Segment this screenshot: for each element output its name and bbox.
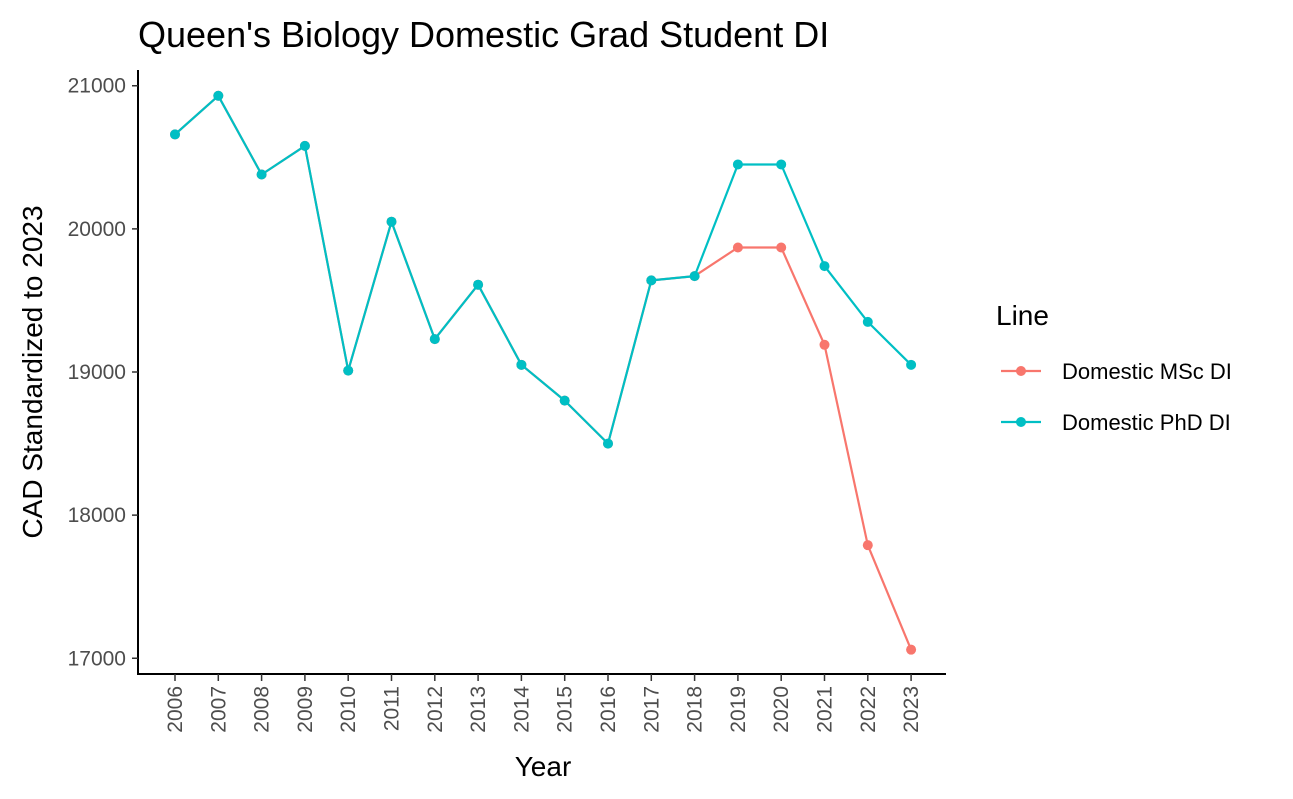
x-tick-label: 2022 (857, 686, 880, 733)
y-axis-title: CAD Standardized to 2023 (17, 205, 48, 538)
x-tick-label: 2006 (164, 686, 187, 733)
data-point-domestic-phd-di (256, 169, 267, 180)
data-point-domestic-phd-di (429, 334, 440, 345)
x-tick-label: 2017 (640, 686, 663, 733)
data-point-domestic-msc-di (776, 242, 787, 253)
y-tick-label: 20000 (68, 218, 126, 241)
x-tick-label: 2014 (510, 686, 533, 733)
legend-key-point-domestic-msc-di (1016, 366, 1026, 376)
series-line-domestic-msc-di (174, 94, 913, 651)
data-point-domestic-phd-di (516, 359, 527, 370)
legend-key-point-domestic-phd-di (1016, 417, 1026, 427)
y-axis: 17000 18000 19000 20000 21000 (68, 70, 139, 675)
data-point-domestic-phd-di (819, 261, 830, 272)
data-point-domestic-phd-di (776, 159, 787, 170)
data-point-domestic-phd-di (386, 216, 397, 227)
series-line-domestic-phd-di (174, 94, 912, 445)
data-point-domestic-phd-di (170, 129, 180, 140)
x-tick-label: 2020 (770, 686, 793, 733)
y-tick-label: 17000 (68, 647, 126, 670)
x-tick-label: 2013 (467, 686, 490, 733)
x-tick-label: 2016 (597, 686, 620, 733)
x-tick-label: 2021 (814, 686, 837, 733)
data-point-domestic-phd-di (862, 316, 873, 327)
x-tick-label: 2008 (251, 686, 274, 733)
data-point-domestic-phd-di (473, 279, 484, 290)
legend-title: Line (996, 300, 1049, 331)
data-point-domestic-phd-di (343, 365, 354, 376)
x-axis: 2006 2007 2008 2009 2010 2011 2012 2013 2014 2015… (137, 673, 946, 733)
x-tick-label: 2007 (207, 686, 230, 733)
data-point-domestic-msc-di (862, 540, 873, 551)
x-tick-label: 2011 (381, 686, 404, 731)
x-tick-label: 2009 (294, 686, 317, 733)
data-point-domestic-phd-di (906, 359, 917, 370)
x-tick-label: 2023 (900, 686, 923, 733)
x-tick-label: 2018 (684, 686, 707, 733)
y-tick-label: 21000 (68, 75, 126, 98)
plot-series (170, 90, 917, 655)
y-tick-label: 18000 (68, 504, 126, 527)
chart-title: Queen's Biology Domestic Grad Student DI (138, 14, 829, 55)
x-axis-title: Year (515, 751, 572, 782)
legend-label-domestic-phd-di: Domestic PhD DI (1062, 410, 1231, 435)
data-point-domestic-phd-di (213, 90, 224, 101)
data-point-domestic-phd-di (559, 395, 570, 406)
data-point-domestic-phd-di (689, 271, 700, 282)
data-point-domestic-phd-di (299, 140, 310, 151)
legend: Line Domestic MSc DI Domestic PhD DI (996, 300, 1232, 435)
data-point-domestic-phd-di (603, 438, 613, 449)
data-point-domestic-msc-di (732, 242, 743, 253)
x-tick-label: 2015 (554, 686, 577, 733)
legend-label-domestic-msc-di: Domestic MSc DI (1062, 359, 1232, 384)
y-tick-label: 19000 (68, 361, 126, 384)
data-point-domestic-msc-di (819, 339, 830, 350)
x-tick-label: 2019 (727, 686, 750, 733)
data-point-domestic-phd-di (646, 275, 657, 286)
x-tick-label: 2010 (337, 686, 360, 733)
data-point-domestic-msc-di (906, 644, 917, 655)
x-tick-label: 2012 (424, 686, 447, 733)
data-point-domestic-phd-di (732, 159, 743, 170)
